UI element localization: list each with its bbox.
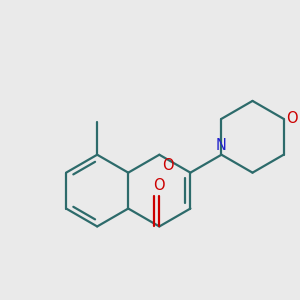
Text: O: O xyxy=(162,158,174,172)
Text: N: N xyxy=(216,138,227,153)
Text: O: O xyxy=(286,111,298,126)
Text: O: O xyxy=(154,178,165,193)
